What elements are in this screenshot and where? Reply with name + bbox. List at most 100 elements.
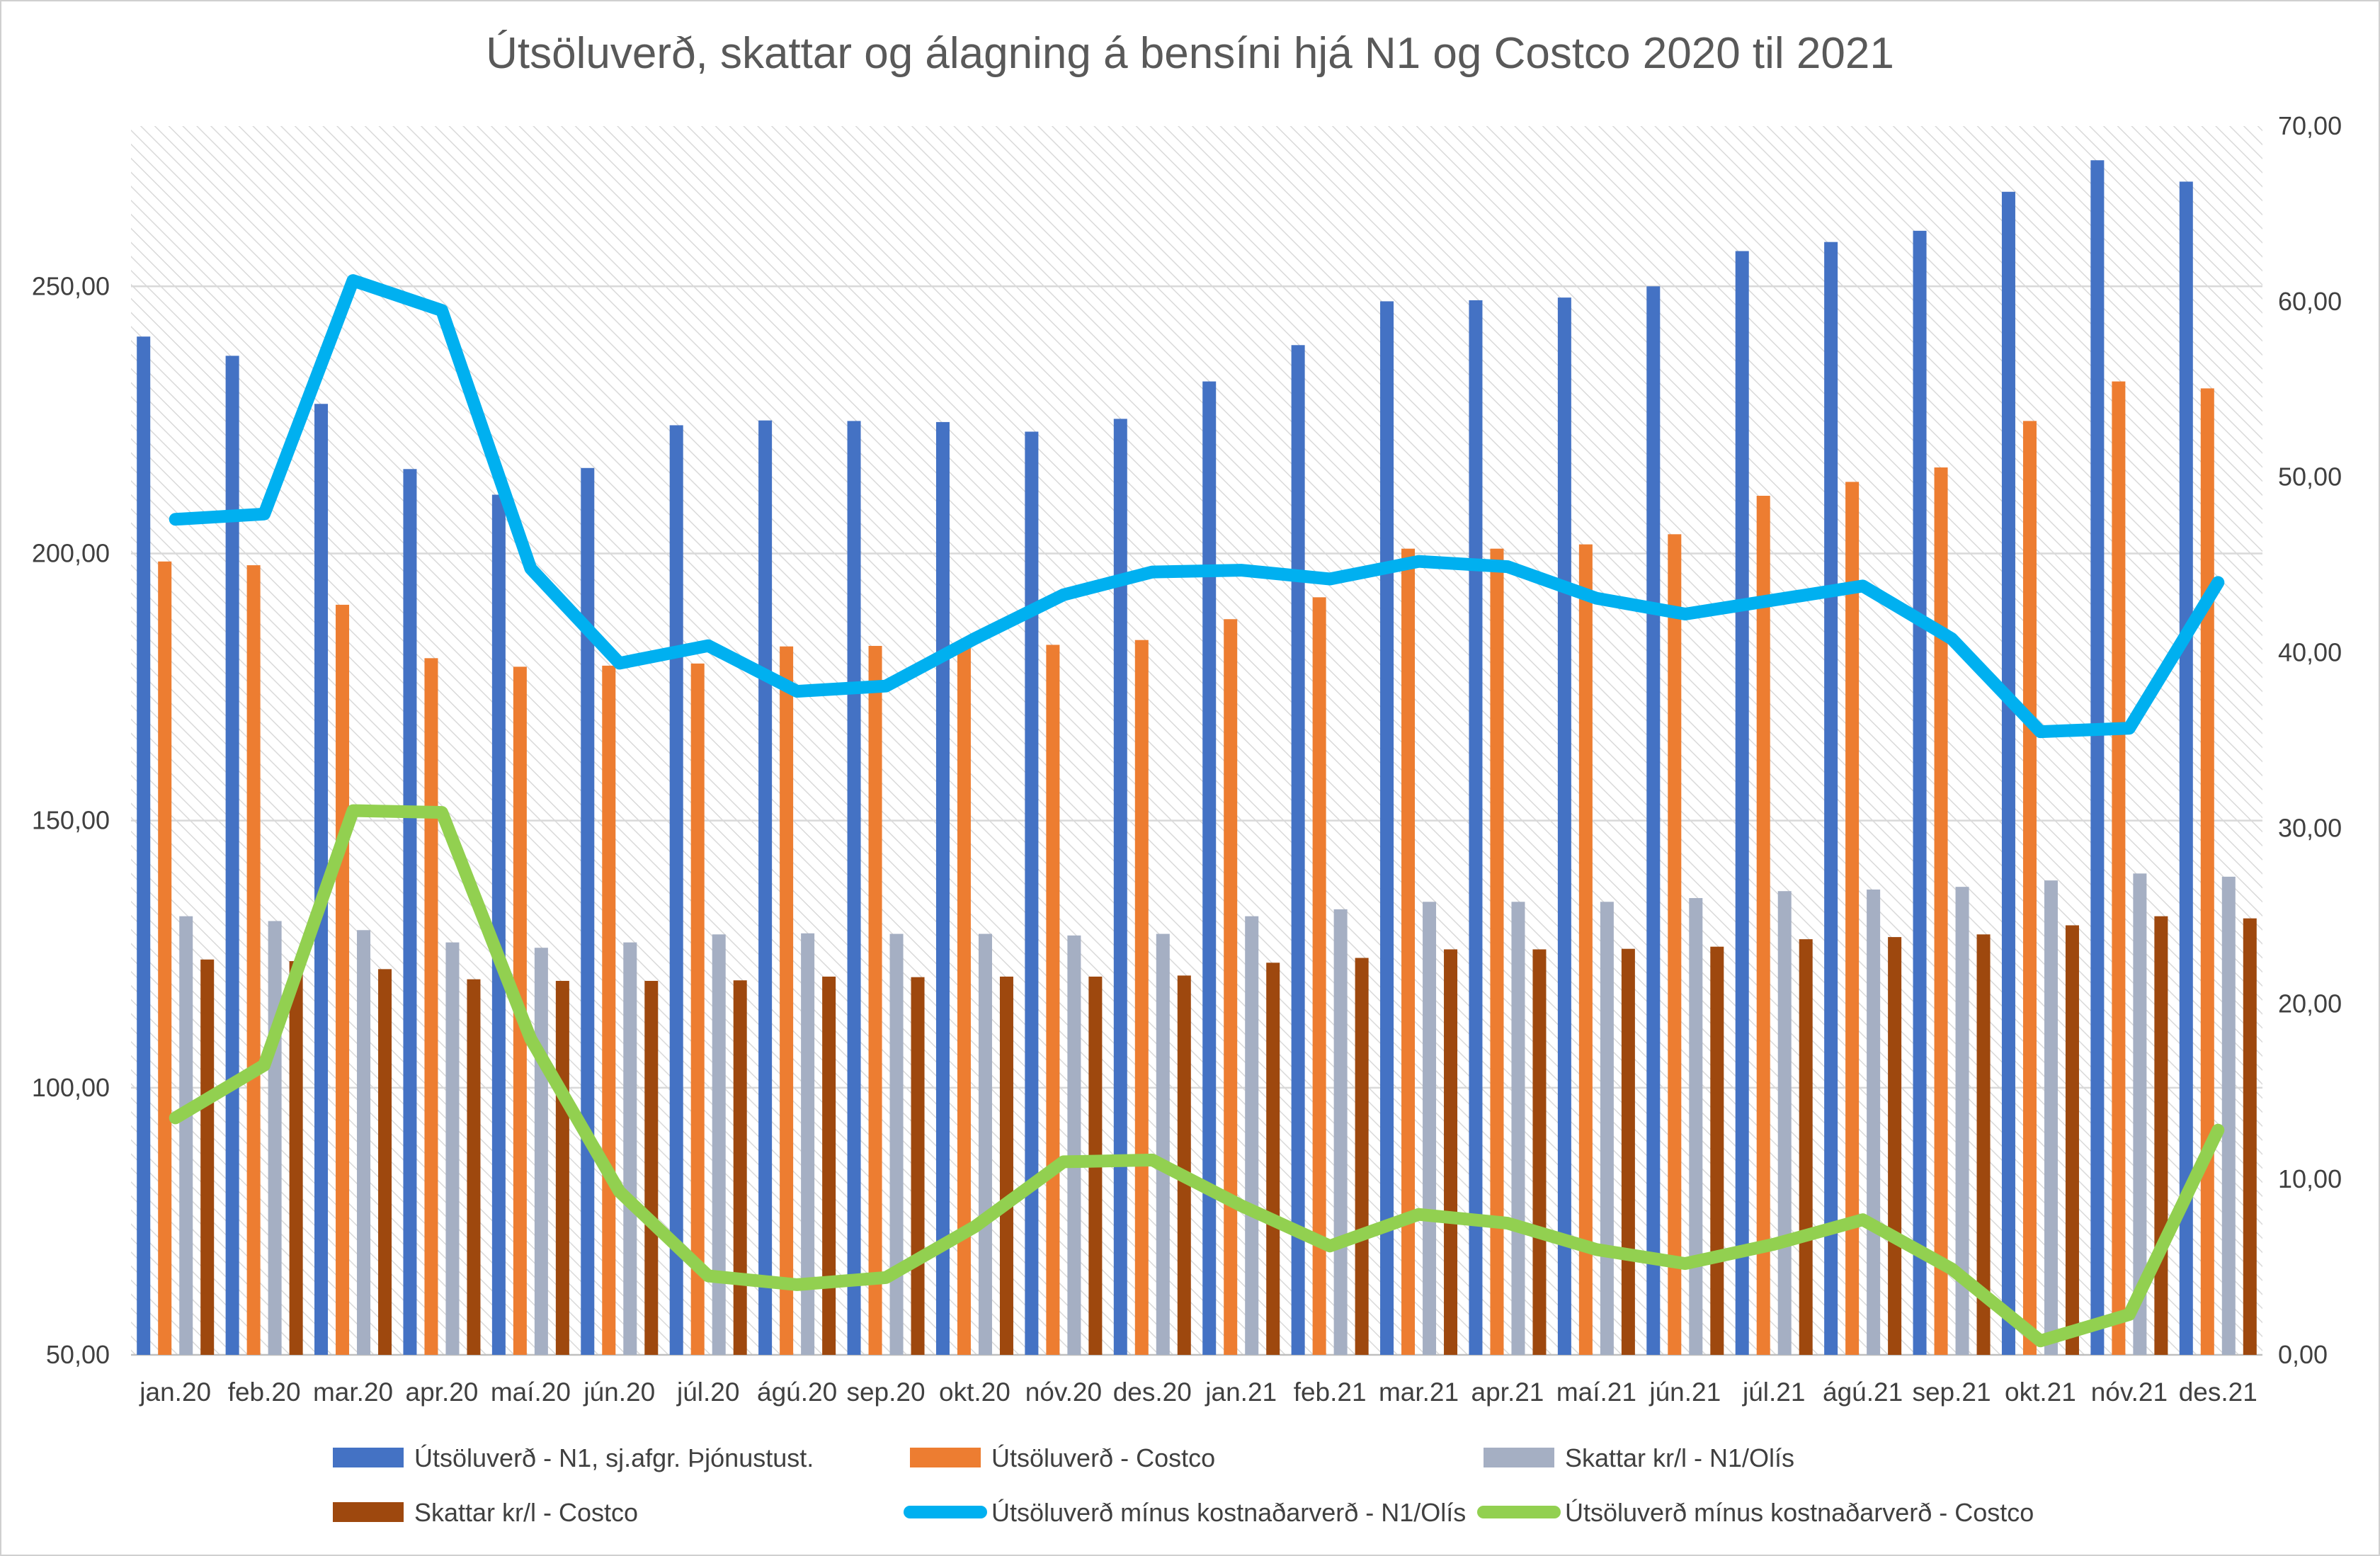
x-axis-tick: okt.21 bbox=[2005, 1378, 2076, 1407]
legend-label: Útsöluverð mínus kostnaðarverð - N1/Olís bbox=[991, 1498, 1466, 1527]
x-axis-tick: sep.20 bbox=[846, 1378, 925, 1407]
x-axis-tick: maí.21 bbox=[1556, 1378, 1636, 1407]
bar bbox=[491, 494, 506, 1355]
bar bbox=[1291, 345, 1305, 1356]
bar bbox=[1177, 975, 1191, 1355]
bar bbox=[978, 933, 992, 1355]
bar bbox=[758, 420, 773, 1355]
left-axis-tick: 50,00 bbox=[46, 1340, 110, 1369]
bar bbox=[200, 959, 215, 1355]
bar bbox=[581, 467, 595, 1355]
bar bbox=[1668, 534, 1682, 1355]
right-axis-tick: 50,00 bbox=[2278, 462, 2342, 492]
bar bbox=[1156, 933, 1170, 1355]
bar bbox=[158, 561, 172, 1355]
bar bbox=[1934, 467, 1948, 1355]
x-axis-tick: júl.21 bbox=[1742, 1378, 1805, 1407]
legend-swatch bbox=[1484, 1448, 1554, 1467]
bar bbox=[1423, 902, 1437, 1355]
left-axis-tick: 250,00 bbox=[32, 271, 110, 300]
bar bbox=[2179, 181, 2193, 1356]
bar bbox=[690, 663, 705, 1355]
legend-swatch bbox=[910, 1448, 981, 1467]
bar bbox=[2090, 160, 2105, 1355]
bar bbox=[644, 980, 659, 1355]
bar bbox=[1600, 902, 1614, 1355]
bar bbox=[1976, 934, 1991, 1355]
left-axis-tick: 200,00 bbox=[32, 538, 110, 567]
bar bbox=[1469, 300, 1483, 1356]
right-axis-tick: 0,00 bbox=[2278, 1340, 2328, 1369]
bar bbox=[378, 969, 392, 1355]
bar bbox=[780, 646, 794, 1355]
bar bbox=[225, 356, 239, 1355]
chart-title: Útsöluverð, skattar og álagning á bensín… bbox=[486, 29, 1894, 78]
bar bbox=[2022, 421, 2037, 1355]
legend-label: Útsöluverð mínus kostnaðarverð - Costco bbox=[1565, 1498, 2034, 1527]
x-axis-tick: ágú.21 bbox=[1823, 1378, 1903, 1407]
bar bbox=[1532, 949, 1547, 1355]
bar bbox=[403, 469, 417, 1356]
bar bbox=[602, 665, 616, 1355]
bar bbox=[1689, 898, 1703, 1355]
bar bbox=[1756, 496, 1770, 1355]
bar bbox=[1134, 640, 1149, 1355]
bar bbox=[424, 658, 438, 1355]
bar bbox=[957, 645, 971, 1355]
x-axis-tick: feb.21 bbox=[1294, 1378, 1367, 1407]
x-axis-tick: apr.21 bbox=[1471, 1378, 1544, 1407]
x-axis-tick: sep.21 bbox=[1912, 1378, 1991, 1407]
legend-label: Skattar kr/l - N1/Olís bbox=[1565, 1443, 1794, 1472]
bar bbox=[1955, 887, 1969, 1355]
bar bbox=[1224, 619, 1238, 1355]
bar bbox=[868, 645, 882, 1355]
bar bbox=[1845, 482, 1860, 1355]
series-line bbox=[169, 274, 2225, 739]
x-axis-tick: júl.20 bbox=[676, 1378, 739, 1407]
bar bbox=[1799, 939, 1813, 1355]
x-axis-tick: mar.21 bbox=[1379, 1378, 1459, 1407]
bar bbox=[999, 976, 1013, 1355]
right-axis-tick: 40,00 bbox=[2278, 638, 2342, 667]
bar bbox=[2200, 388, 2214, 1355]
bar bbox=[1025, 431, 1039, 1355]
bar bbox=[623, 942, 637, 1355]
x-axis-tick: jan.20 bbox=[139, 1378, 211, 1407]
bar bbox=[1913, 230, 1927, 1355]
right-axis-tick: 20,00 bbox=[2278, 989, 2342, 1018]
right-axis-tick: 30,00 bbox=[2278, 813, 2342, 842]
bar bbox=[1646, 286, 1661, 1356]
x-axis-tick: mar.20 bbox=[313, 1378, 393, 1407]
bar bbox=[179, 916, 193, 1355]
bar bbox=[847, 421, 861, 1355]
bar bbox=[314, 404, 329, 1355]
bar bbox=[2243, 918, 2257, 1355]
bar bbox=[445, 942, 460, 1355]
bar bbox=[911, 977, 925, 1355]
x-axis-tick: jún.21 bbox=[1649, 1378, 1721, 1407]
bar bbox=[534, 948, 548, 1355]
right-axis-tick: 10,00 bbox=[2278, 1164, 2342, 1193]
bar bbox=[1333, 909, 1348, 1355]
bar bbox=[733, 980, 747, 1355]
plot-area bbox=[131, 126, 2262, 1355]
bar bbox=[1380, 301, 1394, 1356]
x-axis-tick: jún.20 bbox=[583, 1378, 655, 1407]
bar bbox=[935, 421, 950, 1355]
x-axis-tick: nóv.20 bbox=[1025, 1378, 1102, 1407]
bar bbox=[2221, 876, 2236, 1355]
bar bbox=[137, 336, 151, 1356]
bar bbox=[1490, 548, 1504, 1355]
bar bbox=[555, 980, 569, 1355]
bar bbox=[1355, 958, 1369, 1355]
x-axis-tick: ágú.20 bbox=[757, 1378, 837, 1407]
right-axis-tick: 70,00 bbox=[2278, 111, 2342, 140]
legend-label: Útsöluverð - Costco bbox=[991, 1443, 1215, 1472]
bar bbox=[1202, 381, 1217, 1355]
bar bbox=[2133, 873, 2147, 1355]
bar bbox=[268, 921, 282, 1355]
bar bbox=[246, 565, 261, 1355]
bar bbox=[357, 930, 371, 1355]
bar bbox=[336, 604, 350, 1355]
